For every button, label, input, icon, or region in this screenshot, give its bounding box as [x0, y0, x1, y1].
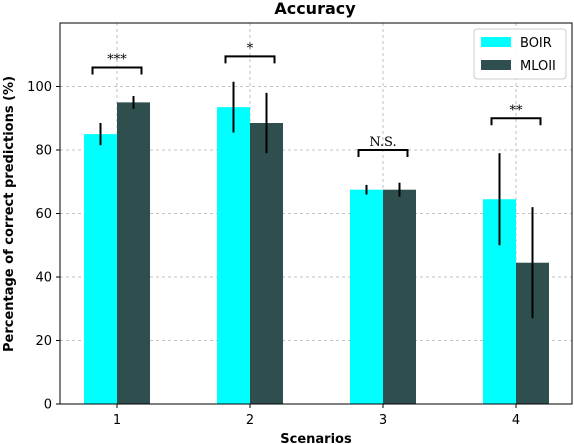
y-tick-label: 0: [44, 398, 52, 413]
bar-mloii: [250, 123, 283, 404]
significance-bracket: [91, 66, 143, 75]
significance-label: N.S.: [369, 135, 396, 150]
x-tick-label: 4: [512, 413, 520, 428]
significance-bracket: [224, 55, 276, 64]
y-tick-label: 20: [35, 334, 52, 349]
legend-swatch-boir: [481, 37, 511, 47]
y-tick-label: 100: [27, 80, 52, 95]
bar-boir: [84, 134, 117, 404]
bar-mloii: [117, 102, 150, 404]
significance-bracket: [357, 149, 409, 157]
x-tick-label: 1: [113, 413, 121, 428]
significance-label: ***: [107, 52, 127, 67]
y-axis-label: Percentage of correct predictions (%): [2, 76, 17, 352]
bar-mloii: [383, 189, 416, 404]
legend: BOIR MLOII: [473, 28, 567, 80]
x-tick-label: 3: [379, 413, 387, 428]
legend-swatch-mloii: [481, 60, 511, 70]
legend-label-mloii: MLOII: [520, 59, 556, 74]
x-tick-label: 2: [246, 413, 254, 428]
bar-boir: [217, 107, 250, 404]
significance-label: *: [247, 41, 254, 56]
y-tick-label: 80: [35, 144, 52, 159]
significance-bracket: [490, 117, 542, 126]
legend-label-boir: BOIR: [520, 36, 552, 51]
x-axis-label: Scenarios: [280, 432, 352, 444]
chart-title: Accuracy: [274, 0, 356, 18]
y-tick-label: 40: [35, 271, 52, 286]
bar-boir: [350, 189, 383, 404]
y-tick-label: 60: [35, 207, 52, 222]
significance-label: **: [510, 103, 524, 118]
